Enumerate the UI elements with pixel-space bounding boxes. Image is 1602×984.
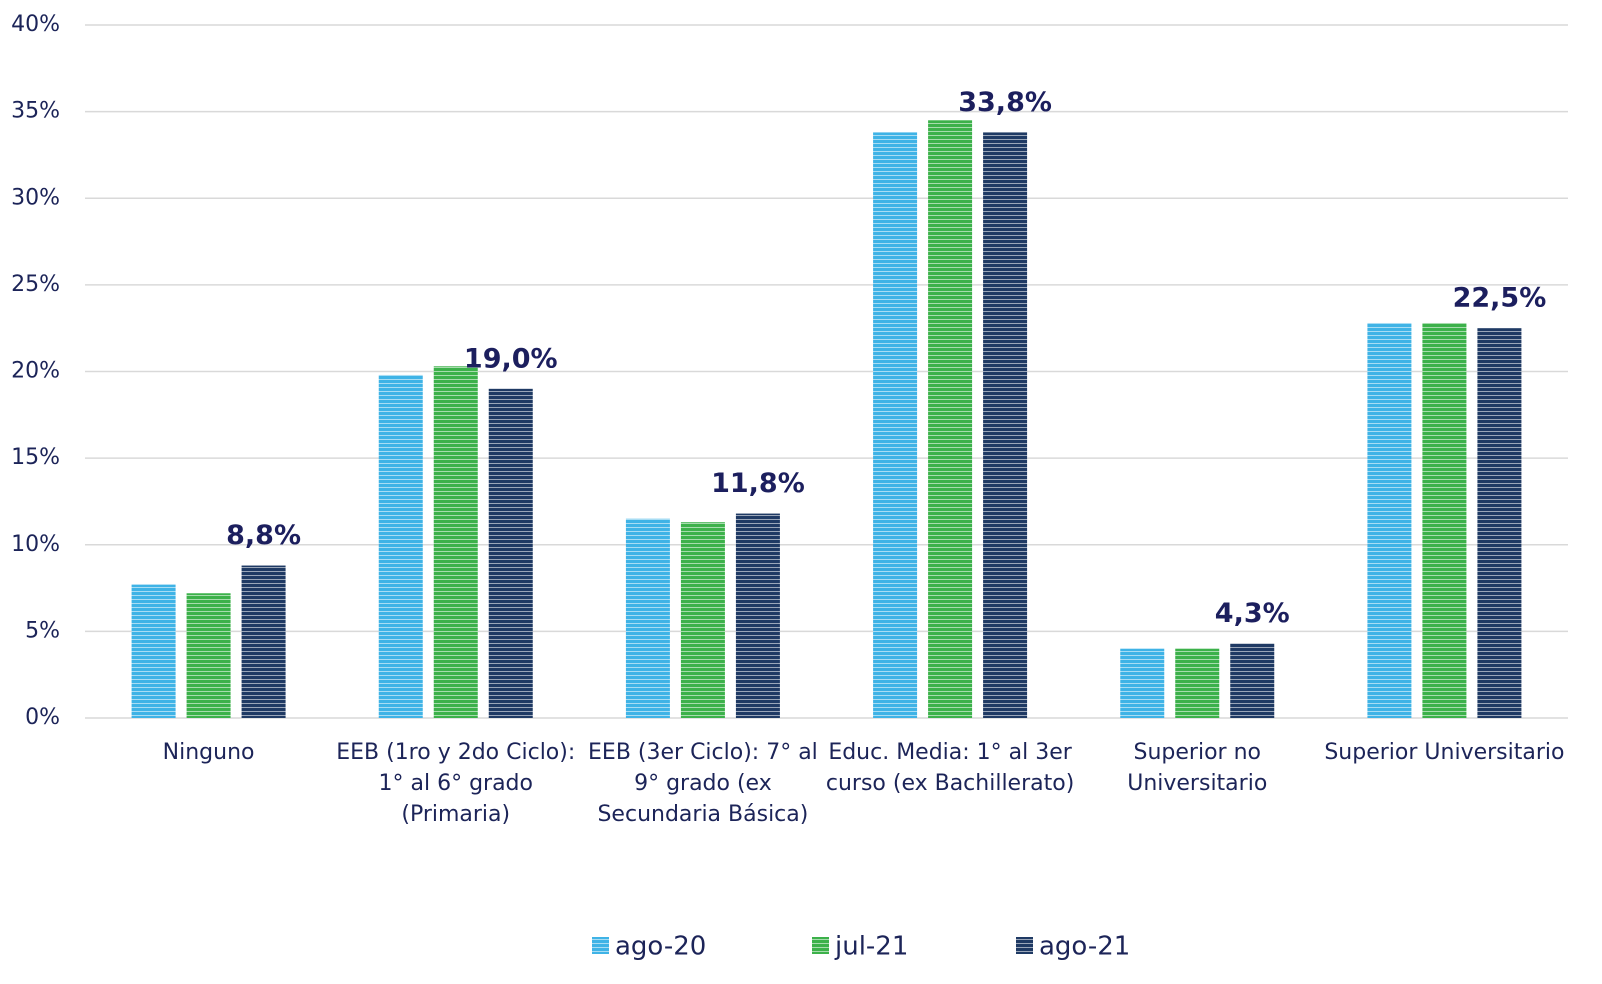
bar — [488, 388, 533, 718]
legend-swatch — [592, 937, 609, 954]
x-tick-label: Superior Universitario — [1324, 740, 1564, 765]
x-tick-label: Educ. Media: 1° al 3er curso (ex Bachille… — [826, 740, 1074, 796]
bar — [1230, 643, 1275, 718]
y-tick-label: 30% — [11, 185, 60, 210]
data-label: 4,3% — [1215, 598, 1290, 629]
bar — [1175, 648, 1220, 718]
bar — [1367, 322, 1412, 718]
bar — [873, 132, 918, 719]
bar — [186, 593, 231, 718]
data-label: 8,8% — [226, 520, 301, 551]
x-tick-line: Secundaria Básica) — [597, 802, 808, 827]
bar — [983, 132, 1028, 719]
y-tick-label: 20% — [11, 359, 60, 384]
legend-label: ago-21 — [1039, 932, 1130, 962]
x-tick-line: Educ. Media: 1° al 3er — [828, 740, 1072, 765]
bar — [241, 565, 286, 718]
bar — [378, 374, 423, 718]
data-label: 33,8% — [958, 87, 1052, 118]
x-tick-label: EEB (3er Ciclo): 7° al 9° grado (ex Secund… — [588, 740, 818, 827]
x-tick-label: Superior no Universitario — [1127, 740, 1267, 796]
data-label: 11,8% — [711, 468, 805, 499]
x-tick-line: Superior no — [1134, 740, 1261, 765]
x-tick-line: EEB (1ro y 2do Ciclo): — [336, 740, 575, 765]
y-tick-label: 15% — [11, 445, 60, 470]
bar — [928, 120, 973, 719]
legend-label: jul-21 — [834, 932, 908, 962]
y-tick-label: 10% — [11, 532, 60, 557]
x-tick-line: Ninguno — [163, 740, 255, 765]
bar — [1120, 648, 1165, 718]
y-tick-label: 35% — [11, 99, 60, 124]
data-label: 22,5% — [1453, 283, 1547, 314]
legend-swatch — [1016, 937, 1033, 954]
x-tick-line: EEB (3er Ciclo): 7° al — [588, 740, 818, 765]
x-tick-line: (Primaria) — [401, 802, 510, 827]
y-tick-label: 5% — [25, 618, 60, 643]
x-tick-line: Superior Universitario — [1324, 740, 1564, 765]
y-tick-label: 25% — [11, 272, 60, 297]
x-tick-line: 9° grado (ex — [634, 771, 772, 796]
legend-label: ago-20 — [615, 932, 706, 962]
bar — [1477, 328, 1522, 718]
x-tick-label: EEB (1ro y 2do Ciclo): 1° al 6° grado (Pri… — [336, 740, 575, 827]
bar — [1422, 322, 1467, 718]
x-tick-label: Ninguno — [163, 740, 255, 765]
data-label: 19,0% — [464, 343, 558, 374]
bar — [735, 513, 780, 718]
x-tick-line: curso (ex Bachillerato) — [826, 771, 1074, 796]
bar — [433, 366, 478, 718]
x-tick-line: 1° al 6° grado — [379, 771, 533, 796]
y-tick-label: 0% — [25, 705, 60, 730]
bar — [625, 518, 670, 718]
y-tick-label: 40% — [11, 12, 60, 37]
x-tick-line: Universitario — [1127, 771, 1267, 796]
legend-swatch — [812, 937, 829, 954]
bar — [131, 584, 176, 718]
bar — [680, 522, 725, 718]
